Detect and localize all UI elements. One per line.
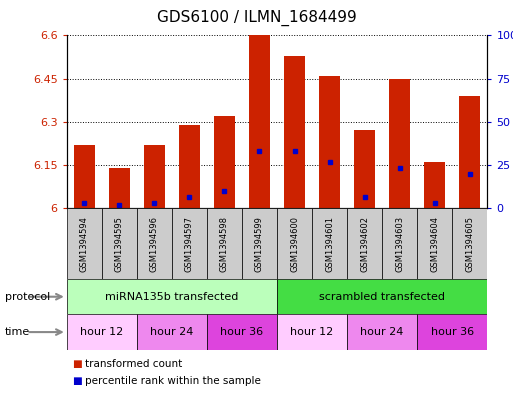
Text: hour 24: hour 24 <box>150 327 193 337</box>
Text: percentile rank within the sample: percentile rank within the sample <box>85 376 261 386</box>
Text: time: time <box>5 327 30 337</box>
Bar <box>67 208 102 279</box>
Bar <box>249 35 270 208</box>
Text: GSM1394599: GSM1394599 <box>255 216 264 272</box>
Bar <box>137 314 207 350</box>
Bar <box>102 208 137 279</box>
Text: hour 36: hour 36 <box>431 327 474 337</box>
Bar <box>277 279 487 314</box>
Text: GDS6100 / ILMN_1684499: GDS6100 / ILMN_1684499 <box>156 10 357 26</box>
Text: GSM1394595: GSM1394595 <box>115 216 124 272</box>
Bar <box>207 208 242 279</box>
Bar <box>214 116 235 208</box>
Text: GSM1394597: GSM1394597 <box>185 216 194 272</box>
Text: GSM1394603: GSM1394603 <box>395 216 404 272</box>
Bar <box>382 208 417 279</box>
Bar <box>67 314 137 350</box>
Bar <box>347 314 417 350</box>
Text: hour 36: hour 36 <box>221 327 264 337</box>
Bar <box>277 208 312 279</box>
Text: miRNA135b transfected: miRNA135b transfected <box>105 292 239 302</box>
Text: ■: ■ <box>72 376 82 386</box>
Text: transformed count: transformed count <box>85 358 182 369</box>
Bar <box>459 96 480 208</box>
Bar <box>284 55 305 208</box>
Bar <box>389 79 410 208</box>
Bar <box>417 314 487 350</box>
Text: GSM1394600: GSM1394600 <box>290 216 299 272</box>
Bar <box>179 125 200 208</box>
Text: GSM1394601: GSM1394601 <box>325 216 334 272</box>
Text: GSM1394596: GSM1394596 <box>150 216 159 272</box>
Bar <box>109 168 130 208</box>
Bar <box>207 314 277 350</box>
Text: GSM1394602: GSM1394602 <box>360 216 369 272</box>
Text: GSM1394598: GSM1394598 <box>220 216 229 272</box>
Bar <box>144 145 165 208</box>
Bar <box>424 162 445 208</box>
Text: GSM1394604: GSM1394604 <box>430 216 439 272</box>
Text: hour 12: hour 12 <box>290 327 333 337</box>
Text: scrambled transfected: scrambled transfected <box>319 292 445 302</box>
Bar <box>137 208 172 279</box>
Text: GSM1394594: GSM1394594 <box>80 216 89 272</box>
Text: hour 12: hour 12 <box>80 327 123 337</box>
Bar <box>172 208 207 279</box>
Bar <box>319 76 340 208</box>
Text: protocol: protocol <box>5 292 50 302</box>
Bar <box>452 208 487 279</box>
Text: ■: ■ <box>72 358 82 369</box>
Text: GSM1394605: GSM1394605 <box>465 216 475 272</box>
Bar <box>277 314 347 350</box>
Bar <box>67 279 277 314</box>
Text: hour 24: hour 24 <box>361 327 404 337</box>
Bar <box>347 208 382 279</box>
Bar <box>354 130 375 208</box>
Bar <box>74 145 95 208</box>
Bar <box>312 208 347 279</box>
Bar <box>242 208 277 279</box>
Bar <box>417 208 452 279</box>
